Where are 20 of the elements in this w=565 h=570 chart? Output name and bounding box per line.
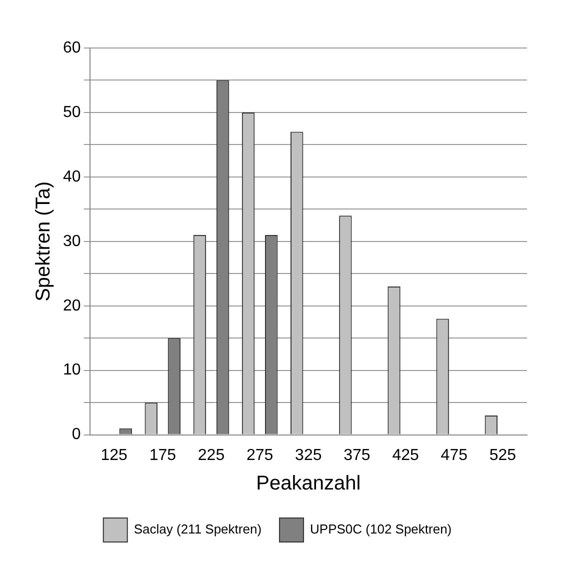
y-tick-label: 0 [72,426,81,444]
x-tick-label: 175 [149,446,176,464]
x-tick-label: 275 [246,446,274,464]
x-tick-label: 525 [489,446,516,464]
y-tick-label: 40 [63,168,81,186]
x-tick-label: 375 [344,446,370,464]
y-tick-label: 30 [63,232,81,250]
y-tick-label: 10 [63,362,81,379]
y-axis-title: Spektren (Ta) [32,181,55,302]
legend-label: UPPS0C (102 Spektren) [310,522,452,537]
legend-label: Saclay (211 Spektren) [134,522,262,537]
y-tick-label: 50 [63,104,81,121]
y-tick-label: 20 [63,297,81,314]
x-tick-label: 475 [440,446,468,464]
y-tick-label: 60 [63,39,81,56]
x-tick-label: 125 [100,446,128,464]
x-axis-title: Peakanzahl [256,472,361,495]
x-tick-label: 425 [392,446,419,464]
x-tick-label: 225 [198,446,225,464]
x-tick-label: 325 [295,446,322,464]
